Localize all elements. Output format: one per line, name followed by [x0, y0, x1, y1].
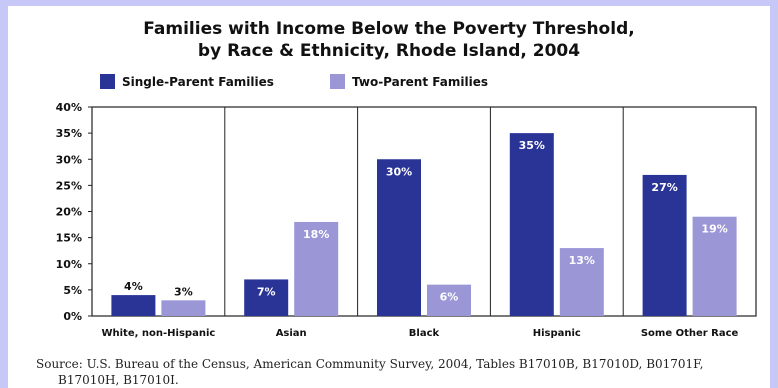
- y-tick-label: 35%: [56, 127, 82, 140]
- category-label: Some Other Race: [641, 328, 739, 339]
- bar-single-parent: [642, 174, 687, 316]
- source-note-line2: B17010H, B17010I.: [58, 373, 179, 387]
- legend-swatch-two-parent: [330, 74, 345, 89]
- category-label: Black: [409, 328, 440, 339]
- bar-two-parent: [294, 221, 339, 316]
- chart: Families with Income Below the Poverty T…: [36, 19, 757, 387]
- y-tick-label: 10%: [56, 258, 82, 271]
- source-note-line1: Source: U.S. Bureau of the Census, Ameri…: [36, 357, 703, 371]
- bar-two-parent: [161, 300, 206, 316]
- bar-two-parent: [427, 284, 471, 316]
- data-label: 35%: [519, 139, 545, 152]
- y-tick-label: 15%: [56, 232, 82, 245]
- bar-single-parent: [111, 295, 156, 316]
- legend-swatch-single-parent: [100, 74, 115, 89]
- category-label: Asian: [276, 328, 307, 339]
- data-label: 30%: [386, 165, 412, 178]
- data-label: 19%: [701, 223, 727, 236]
- y-tick-label: 0%: [63, 310, 82, 323]
- bar-single-parent: [509, 133, 554, 316]
- bar-two-parent: [692, 216, 737, 316]
- data-label: 4%: [124, 280, 143, 293]
- legend-label-two-parent: Two-Parent Families: [352, 75, 488, 89]
- data-label: 7%: [257, 285, 276, 298]
- chart-frame: Families with Income Below the Poverty T…: [8, 6, 770, 388]
- data-label: 3%: [174, 285, 193, 298]
- plot-area: 0% 5% 10% 15% 20% 25% 30% 35% 40% White, non-Hisp…: [56, 101, 757, 339]
- data-label: 6%: [440, 291, 459, 304]
- y-tick-label: 30%: [56, 153, 82, 166]
- data-label: 13%: [569, 254, 595, 267]
- category-label: White, non-Hispanic: [101, 328, 215, 339]
- category-label: Hispanic: [533, 328, 581, 339]
- y-tick-label: 20%: [56, 206, 82, 219]
- chart-title-line1: Families with Income Below the Poverty T…: [143, 19, 634, 39]
- chart-title-line2: by Race & Ethnicity, Rhode Island, 2004: [198, 41, 580, 61]
- data-label: 27%: [651, 181, 677, 194]
- y-tick-label: 25%: [56, 179, 82, 192]
- data-label: 18%: [303, 228, 329, 241]
- y-tick-label: 40%: [56, 101, 82, 114]
- bar-single-parent: [244, 279, 289, 316]
- bar-single-parent: [377, 159, 421, 316]
- bar-two-parent: [559, 248, 604, 316]
- y-tick-label: 5%: [63, 284, 82, 297]
- legend-label-single-parent: Single-Parent Families: [122, 75, 274, 89]
